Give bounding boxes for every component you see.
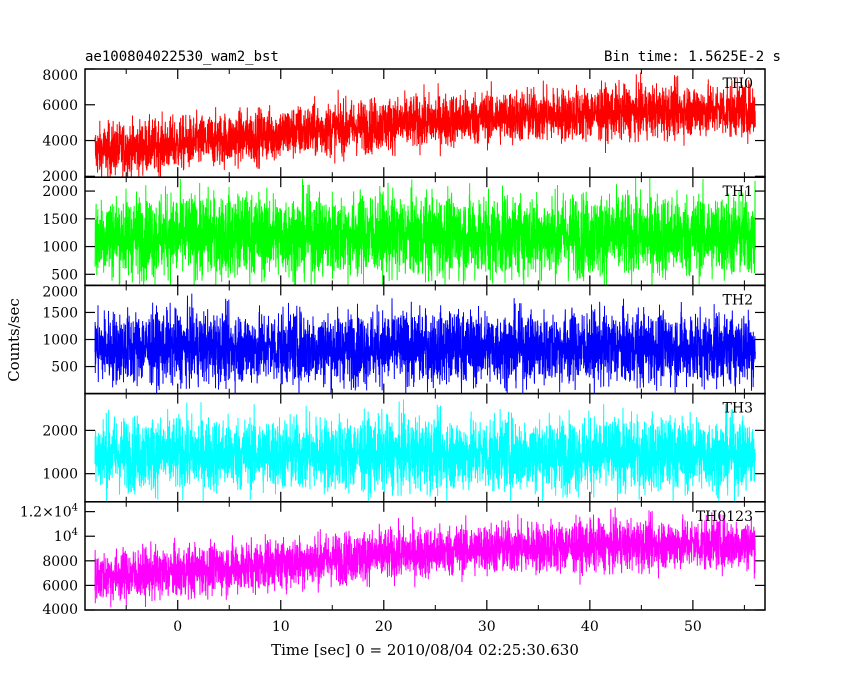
y-tick-label: 1000 [42, 333, 78, 349]
x-tick-label: 40 [581, 619, 599, 635]
series-th0 [94, 72, 756, 178]
panel-name-label: TH3 [723, 401, 753, 417]
panel-name-label: TH1 [723, 184, 753, 200]
y-tick-label: 8000 [42, 68, 78, 84]
y-tick-label: 2000 [42, 184, 78, 200]
x-tick-label: 50 [684, 619, 702, 635]
y-tick-label: 6000 [42, 98, 78, 114]
y-axis-label: Counts/sec [5, 298, 23, 382]
y-tick-label: 8000 [42, 554, 78, 570]
panel-th1: 500 1000 1500 2000 TH1 [42, 176, 766, 287]
y-tick-label: 1000 [42, 467, 78, 483]
y-tick-label: 1000 [42, 240, 78, 256]
y-tick-label: 2000 [42, 423, 78, 439]
y-tick-label: 2000 [42, 284, 78, 300]
panel-name-label: TH0123 [696, 509, 753, 525]
bin-time-label: Bin time: 1.5625E-2 s [604, 49, 781, 65]
y-tick-label: 2000 [42, 169, 78, 185]
y-tick-label: 4000 [42, 602, 78, 618]
y-tick-label: 1500 [42, 305, 78, 321]
x-tick-label: 30 [478, 619, 496, 635]
y-tick-label: 500 [51, 360, 78, 376]
panel-name-label: TH0 [723, 76, 753, 92]
panel-frame [84, 501, 766, 611]
series-th1 [94, 177, 756, 286]
series-th2 [94, 293, 756, 394]
y-tick-label: 1.2×104 [20, 503, 78, 521]
y-tick-label: 1500 [42, 212, 78, 228]
y-tick-label: 6000 [42, 578, 78, 594]
series-th0123 [94, 507, 756, 608]
x-tick-label: 10 [272, 619, 290, 635]
x-tick-label: 0 [173, 619, 182, 635]
y-tick-label: 4000 [42, 134, 78, 150]
y-tick-label: 500 [51, 267, 78, 283]
panel-name-label: TH2 [723, 292, 753, 308]
x-tick-label: 20 [375, 619, 393, 635]
plot-title: ae100804022530_wam2_bst [85, 49, 279, 65]
series-th3 [94, 399, 756, 502]
x-axis-label: Time [sec] 0 = 2010/08/04 02:25:30.630 [271, 641, 579, 659]
